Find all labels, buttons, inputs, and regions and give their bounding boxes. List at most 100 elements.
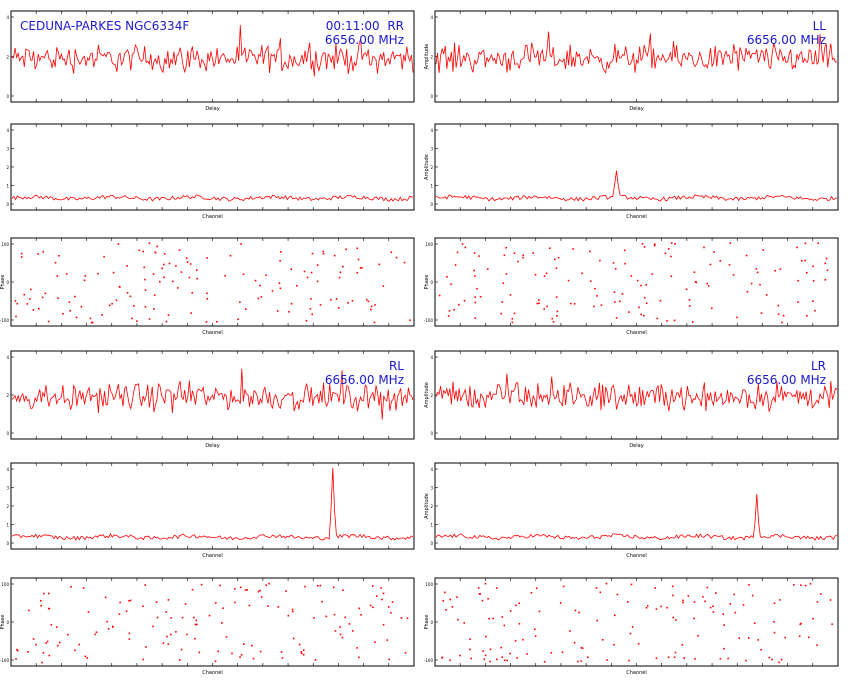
phase-point xyxy=(438,294,441,297)
phase-point xyxy=(829,599,832,601)
phase-point xyxy=(572,248,574,250)
phase-point xyxy=(257,297,260,300)
y-tick-label: 2 xyxy=(6,393,9,398)
phase-point xyxy=(760,312,763,314)
phase-point xyxy=(515,604,517,607)
phase-point xyxy=(654,243,656,245)
phase-point xyxy=(666,320,668,322)
phase-point xyxy=(824,279,827,281)
phase-point xyxy=(376,595,378,597)
phase-point xyxy=(313,617,315,619)
phase-point xyxy=(206,257,208,259)
phase-point xyxy=(277,606,280,608)
phase-point xyxy=(288,311,290,313)
phase-point xyxy=(382,592,385,595)
phase-point xyxy=(181,616,184,619)
phase-point xyxy=(15,315,17,318)
phase-point xyxy=(804,584,807,587)
phase-point xyxy=(723,624,725,626)
y-tick-label: 4 xyxy=(6,128,9,133)
phase-point xyxy=(446,276,448,278)
phase-point xyxy=(659,299,662,302)
phase-point xyxy=(453,308,455,311)
phase-point xyxy=(814,309,816,312)
phase-point xyxy=(694,658,696,660)
phase-point xyxy=(804,259,806,262)
phase-point xyxy=(43,592,45,595)
phase-point xyxy=(538,610,541,613)
phase-point xyxy=(348,623,351,625)
phase-point xyxy=(655,608,658,610)
y-tick-label: 0 xyxy=(430,202,433,207)
phase-point xyxy=(806,271,808,274)
phase-point xyxy=(693,617,695,620)
phase-point xyxy=(42,250,44,253)
phase-point xyxy=(339,633,342,636)
y-tick-label: 4 xyxy=(6,15,9,20)
phase-point xyxy=(367,300,370,303)
y-tick-label: 4 xyxy=(6,355,9,360)
phase-point xyxy=(782,314,785,317)
phase-point xyxy=(738,637,740,639)
phase-point xyxy=(615,317,618,319)
phase-point xyxy=(733,593,735,596)
phase-point xyxy=(186,633,188,636)
phase-point xyxy=(322,250,325,253)
phase-point xyxy=(225,636,228,638)
phase-point xyxy=(463,622,465,624)
freq-label-rl: 6656.00 MHz xyxy=(324,373,404,387)
phase-point xyxy=(32,309,35,311)
phase-point xyxy=(334,630,337,632)
y-tick-label: 0 xyxy=(6,280,9,285)
phase-point xyxy=(316,280,319,283)
phase-point xyxy=(175,631,177,633)
phase-point xyxy=(456,596,458,598)
phase-point xyxy=(693,601,696,603)
phase-point xyxy=(57,297,59,299)
phase-point xyxy=(165,320,168,323)
phase-point xyxy=(246,589,248,591)
phase-point xyxy=(796,246,798,249)
phase-point xyxy=(797,301,799,303)
phase-point xyxy=(742,604,745,606)
phase-point xyxy=(244,589,247,591)
phase-point xyxy=(447,315,450,317)
phase-point xyxy=(170,633,172,636)
phase-point xyxy=(599,591,602,594)
phase-point xyxy=(697,634,699,637)
phase-point xyxy=(538,302,540,305)
phase-point xyxy=(403,261,406,264)
phase-point xyxy=(599,259,601,262)
phase-point xyxy=(673,656,676,658)
phase-point xyxy=(781,321,783,324)
phase-point xyxy=(70,586,72,588)
phase-point xyxy=(242,273,245,276)
phase-point xyxy=(672,616,674,619)
phase-point xyxy=(673,319,676,322)
phase-point xyxy=(193,616,195,619)
phase-point xyxy=(511,318,514,320)
phase-point xyxy=(641,243,644,245)
phase-point xyxy=(774,269,776,272)
phase-point xyxy=(751,594,754,597)
phase-point xyxy=(514,640,517,642)
phase-point xyxy=(715,592,717,594)
phase-point xyxy=(474,317,477,319)
phase-point xyxy=(310,271,313,274)
plot-frame-RL-phase xyxy=(10,577,415,667)
phase-point xyxy=(142,658,144,661)
phase-point xyxy=(613,644,615,646)
phase-point xyxy=(144,289,147,291)
phase-point xyxy=(806,314,808,317)
phase-point xyxy=(812,280,815,282)
phase-point xyxy=(645,302,648,304)
phase-point xyxy=(500,646,502,649)
phase-point xyxy=(46,640,49,643)
phase-point xyxy=(638,306,640,309)
phase-point xyxy=(613,291,616,293)
phase-point xyxy=(95,631,98,633)
phase-point xyxy=(461,243,464,245)
x-axis-label: Channel xyxy=(626,330,647,336)
phase-point xyxy=(265,274,267,276)
phase-point xyxy=(812,300,814,302)
